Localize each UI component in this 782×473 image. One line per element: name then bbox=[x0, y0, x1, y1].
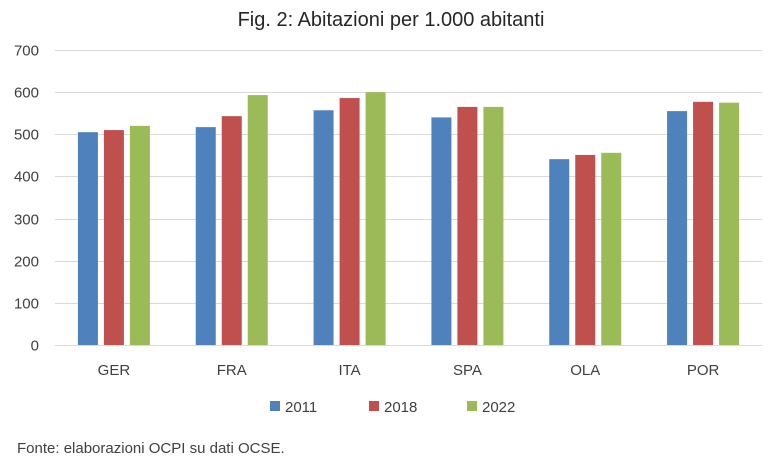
bar-spa-2011 bbox=[431, 117, 452, 345]
x-tick-label: POR bbox=[687, 362, 720, 379]
grid-lines bbox=[55, 50, 762, 304]
legend-label-2011: 2011 bbox=[285, 399, 317, 416]
legend-swatch-2022 bbox=[467, 401, 477, 411]
bar-ger-2022 bbox=[129, 125, 150, 345]
bar-spa-2022 bbox=[483, 106, 504, 346]
bar-ola-2011 bbox=[549, 159, 570, 345]
bar-ger-2018 bbox=[103, 130, 124, 345]
y-tick-label: 300 bbox=[14, 212, 39, 229]
bar-ita-2011 bbox=[313, 110, 334, 345]
bar-ita-2018 bbox=[339, 98, 360, 346]
y-tick-label: 200 bbox=[14, 254, 39, 271]
source-note: Fonte: elaborazioni OCPI su dati OCSE. bbox=[17, 440, 285, 457]
bar-ita-2022 bbox=[365, 92, 386, 346]
bar-por-2018 bbox=[693, 101, 714, 345]
bar-fra-2022 bbox=[247, 95, 268, 345]
bar-por-2011 bbox=[667, 111, 688, 345]
x-tick-label: FRA bbox=[217, 362, 247, 379]
bar-por-2022 bbox=[719, 102, 740, 345]
chart-title: Fig. 2: Abitazioni per 1.000 abitanti bbox=[238, 9, 545, 31]
y-tick-label: 600 bbox=[14, 85, 39, 102]
y-tick-label: 400 bbox=[14, 169, 39, 186]
bar-ola-2018 bbox=[575, 154, 596, 345]
bar-ger-2011 bbox=[77, 132, 98, 345]
x-tick-label: ITA bbox=[338, 362, 360, 379]
y-tick-label: 700 bbox=[14, 43, 39, 60]
bar-fra-2018 bbox=[221, 116, 242, 346]
legend-swatch-2018 bbox=[369, 401, 379, 411]
y-tick-label: 100 bbox=[14, 296, 39, 313]
y-tick-label: 0 bbox=[31, 338, 39, 355]
x-tick-label: OLA bbox=[570, 362, 600, 379]
bar-fra-2011 bbox=[195, 127, 216, 345]
x-tick-label: SPA bbox=[453, 362, 482, 379]
y-axis-ticks: 0 100 200 300 400 500 600 700 bbox=[14, 43, 39, 355]
bars bbox=[77, 92, 740, 346]
y-tick-label: 500 bbox=[14, 127, 39, 144]
bar-ola-2022 bbox=[601, 152, 622, 345]
x-tick-label: GER bbox=[98, 362, 131, 379]
legend-label-2018: 2018 bbox=[384, 399, 417, 416]
legend-swatch-2011 bbox=[270, 401, 280, 411]
bar-spa-2018 bbox=[457, 106, 478, 346]
legend: 2011 2018 2022 bbox=[270, 399, 515, 416]
x-axis-ticks: GER FRA ITA SPA OLA POR bbox=[98, 362, 720, 379]
legend-label-2022: 2022 bbox=[482, 399, 515, 416]
